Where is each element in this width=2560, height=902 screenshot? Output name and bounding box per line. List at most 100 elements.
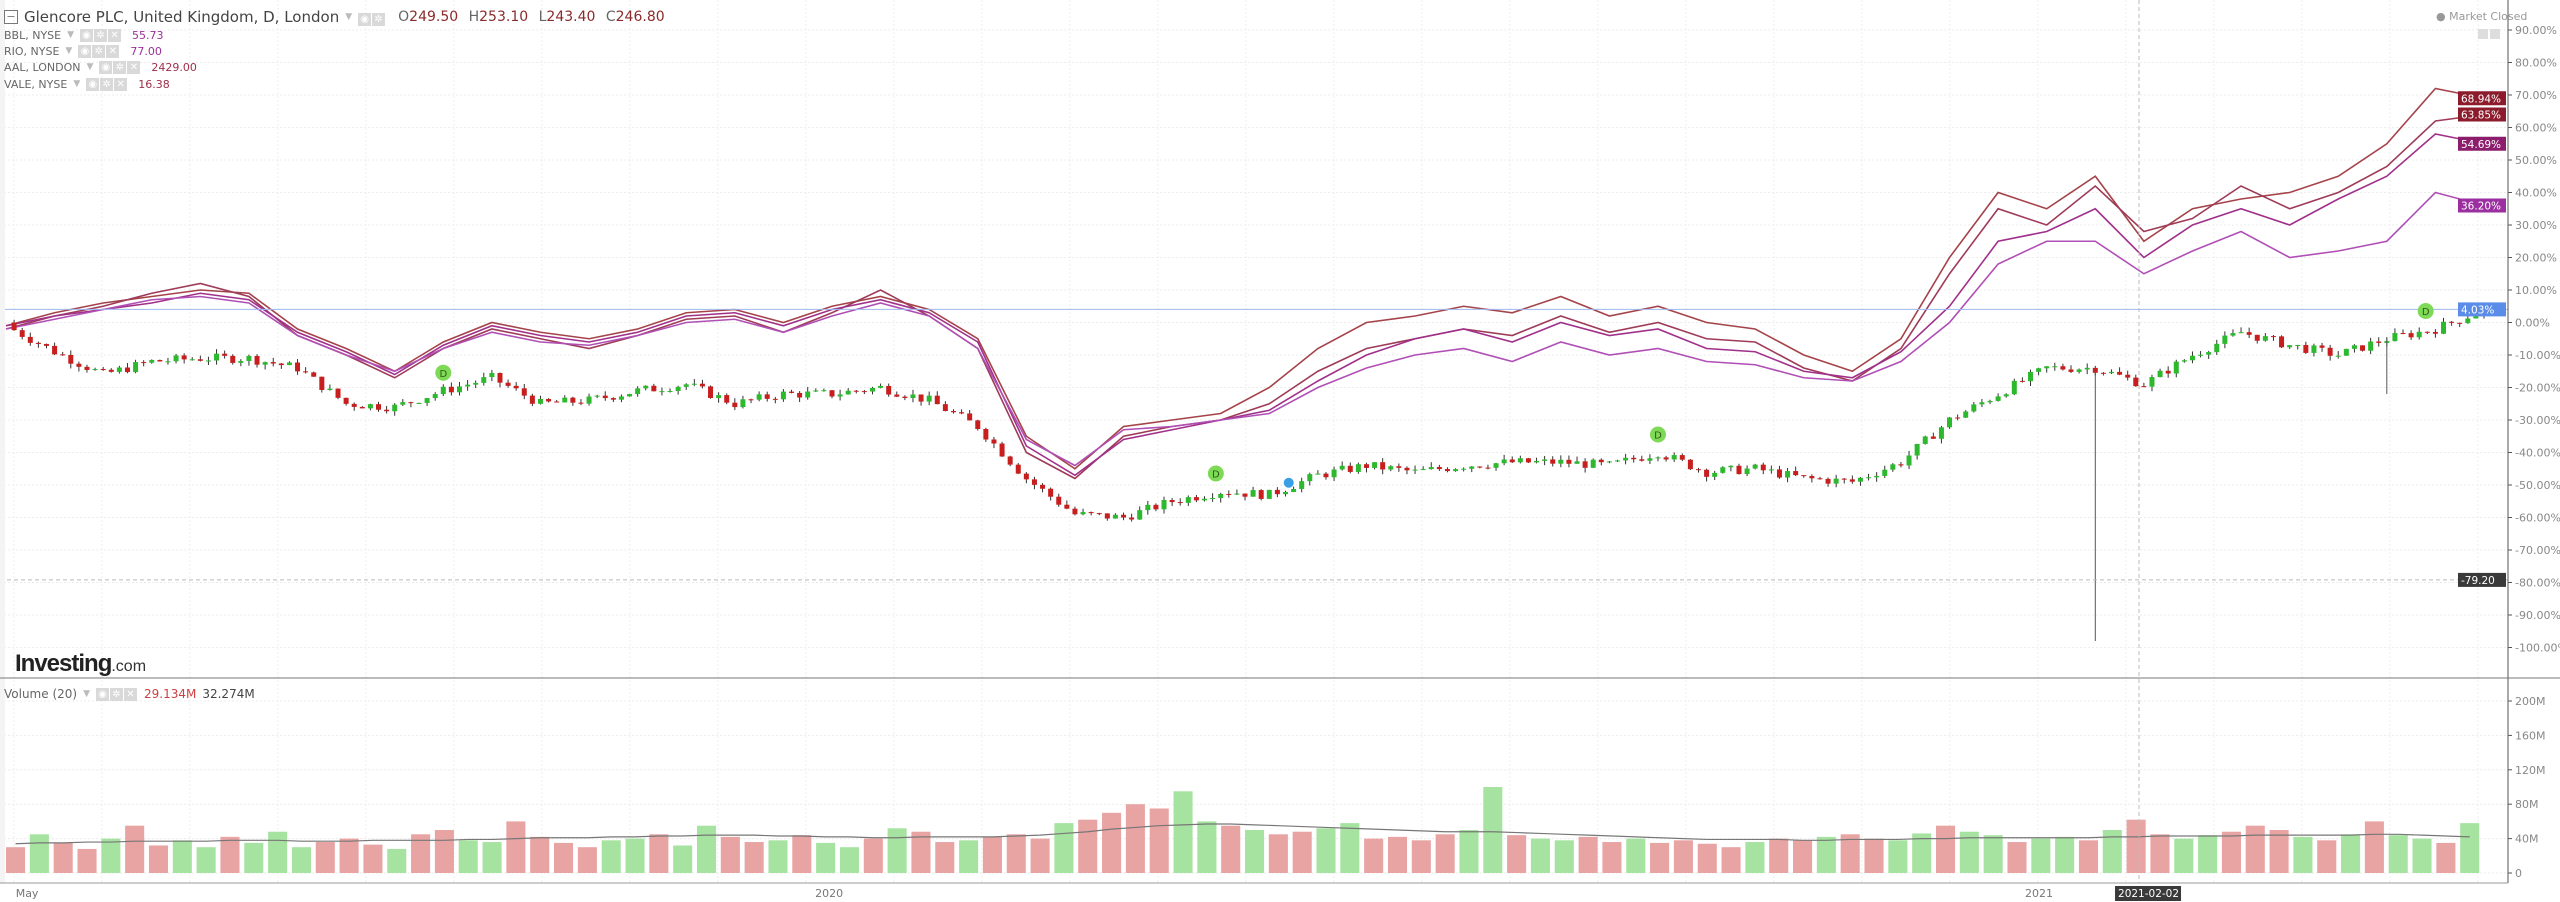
symbol-title[interactable]: Glencore PLC, United Kingdom, D, London — [24, 8, 340, 26]
volume-bar — [959, 840, 979, 873]
candle-body — [1339, 465, 1345, 470]
pane-controls — [2478, 24, 2502, 43]
candle-body — [149, 360, 155, 363]
comparison-name[interactable]: VALE, NYSE — [4, 77, 68, 91]
comparison-name[interactable]: BBL, NYSE — [4, 28, 62, 42]
chevron-down-icon[interactable]: ▼ — [73, 79, 81, 89]
candle-body — [2457, 322, 2463, 324]
chevron-down-icon[interactable]: ▼ — [83, 688, 90, 699]
comparison-line — [5, 191, 2485, 467]
candle-body — [424, 398, 430, 403]
candle-body — [1040, 484, 1046, 489]
candle-body — [902, 396, 908, 399]
candle-body — [2149, 377, 2155, 387]
volume-title[interactable]: Volume (20) — [4, 686, 78, 701]
gear-icon[interactable]: ✲ — [113, 61, 127, 74]
candle-body — [1606, 461, 1612, 463]
eye-icon[interactable]: ◉ — [80, 29, 94, 42]
candle-body — [1801, 475, 1807, 477]
candle-body — [2465, 318, 2471, 324]
candle-body — [562, 397, 568, 403]
gear-icon[interactable]: ✲ — [92, 45, 106, 58]
candle-body — [716, 395, 722, 399]
candle-body — [1647, 458, 1653, 461]
gear-icon[interactable]: ✲ — [100, 78, 114, 91]
collapse-icon[interactable]: − — [4, 10, 18, 24]
candle-body — [2400, 333, 2406, 335]
candle-body — [586, 396, 592, 404]
candle-body — [1631, 457, 1637, 460]
candle-body — [2100, 372, 2106, 374]
candle-body — [19, 330, 25, 337]
volume-bar — [1959, 831, 1979, 873]
close-icon[interactable]: ✕ — [108, 29, 122, 42]
candle-body — [627, 394, 633, 397]
eye-icon[interactable]: ◉ — [358, 13, 372, 26]
candle-body — [1768, 469, 1774, 471]
chevron-down-icon[interactable]: ▼ — [65, 46, 73, 56]
candle-body — [116, 367, 122, 372]
candle-body — [1890, 464, 1896, 470]
gear-icon[interactable]: ✲ — [372, 13, 386, 26]
comparison-name[interactable]: AAL, LONDON — [4, 60, 81, 74]
candle-body — [578, 402, 584, 404]
move-down-icon[interactable] — [2478, 29, 2488, 39]
volume-tick-label: 200M — [2515, 695, 2546, 708]
candle-body — [529, 395, 535, 404]
price-tick-label: -80.00% — [2515, 577, 2560, 590]
chevron-down-icon[interactable]: ▼ — [345, 12, 353, 22]
close-icon[interactable]: ✕ — [124, 688, 137, 701]
candle-body — [100, 369, 106, 371]
candle-body — [950, 411, 956, 413]
candle-body — [408, 402, 414, 404]
candle-body — [2246, 332, 2252, 335]
high-value: 253.10 — [479, 9, 529, 25]
candle-body — [2141, 386, 2147, 388]
close-icon[interactable]: ✕ — [106, 45, 120, 58]
candle-body — [910, 394, 916, 399]
candle-body — [1428, 467, 1434, 470]
comparison-name[interactable]: RIO, NYSE — [4, 44, 60, 58]
volume-bar — [1078, 819, 1098, 873]
candle-body — [1080, 512, 1086, 515]
low-label: L — [538, 9, 547, 25]
eye-icon[interactable]: ◉ — [99, 61, 113, 74]
price-tick-label: -40.00% — [2515, 447, 2560, 460]
chevron-down-icon[interactable]: ▼ — [67, 30, 75, 40]
eye-icon[interactable]: ◉ — [78, 45, 92, 58]
eye-icon[interactable]: ◉ — [96, 688, 109, 701]
eye-icon[interactable]: ◉ — [86, 78, 100, 91]
candle-body — [1347, 465, 1353, 472]
gear-icon[interactable]: ✲ — [94, 29, 108, 42]
candle-body — [11, 322, 17, 331]
candle-body — [1420, 469, 1426, 471]
candle-body — [2424, 331, 2430, 333]
candle-body — [1404, 467, 1410, 471]
candle-body — [537, 398, 543, 404]
volume-bar — [482, 842, 502, 873]
dividend-marker — [1207, 465, 1224, 482]
price-tick-label: 50.00% — [2515, 154, 2557, 167]
candle-body — [367, 404, 373, 409]
candle-body — [1906, 455, 1912, 466]
chevron-down-icon[interactable]: ▼ — [86, 62, 94, 72]
candle-body — [35, 342, 41, 344]
candle-body — [1453, 469, 1459, 472]
candle-body — [594, 395, 600, 397]
volume-bar — [1245, 830, 1265, 873]
candle-body — [2068, 369, 2074, 372]
candle-body — [1615, 460, 1621, 462]
candle-body — [2392, 333, 2398, 342]
candle-body — [513, 385, 519, 389]
close-icon[interactable]: ✕ — [114, 78, 128, 91]
maximize-pane-icon[interactable] — [2490, 29, 2500, 39]
volume-bar — [2293, 836, 2313, 873]
candle-body — [521, 388, 527, 396]
candle-body — [1534, 460, 1540, 463]
gear-icon[interactable]: ✲ — [110, 688, 123, 701]
close-icon[interactable]: ✕ — [127, 61, 141, 74]
volume-bar — [2436, 842, 2456, 873]
candle-body — [1291, 488, 1297, 492]
